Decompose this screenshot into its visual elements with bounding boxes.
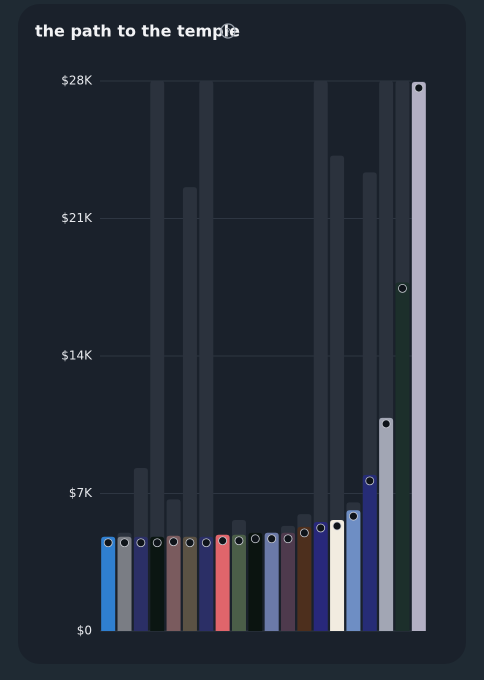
bar	[199, 536, 214, 631]
bar	[264, 532, 279, 631]
bar	[215, 534, 230, 631]
bar-icon	[332, 521, 342, 531]
help-icon[interactable]: ?	[220, 23, 236, 39]
y-tick-label: $14K	[61, 349, 93, 363]
y-tick-label: $0	[77, 624, 92, 638]
background-bar	[330, 155, 345, 631]
bar	[101, 536, 116, 631]
bar-icon	[267, 534, 277, 544]
bar-icon	[103, 538, 113, 548]
bar-icon	[185, 538, 195, 548]
bar-icon	[218, 536, 228, 546]
bar-icon	[201, 538, 211, 548]
background-bar	[199, 81, 214, 631]
chart-title: the path to the temple	[35, 22, 240, 41]
background-bar	[150, 81, 165, 631]
bar	[182, 536, 197, 631]
bar-icon	[169, 537, 178, 547]
bar	[379, 417, 394, 631]
bar-icon	[381, 419, 391, 429]
background-bar	[313, 81, 328, 631]
bar	[297, 526, 312, 631]
bar	[281, 532, 296, 631]
bar	[395, 282, 410, 631]
bar-icon	[414, 83, 424, 93]
bar-icon	[136, 538, 146, 548]
bar-icon	[152, 538, 162, 548]
bar	[330, 520, 345, 631]
bar	[248, 532, 263, 631]
bar-icon	[283, 534, 293, 544]
bar-icon	[299, 528, 309, 538]
bar	[133, 536, 148, 631]
y-tick-label: $28K	[61, 74, 93, 88]
card	[18, 4, 466, 664]
bar-icon	[316, 523, 326, 533]
bar	[346, 510, 361, 631]
bar-icon	[398, 283, 407, 293]
bar	[411, 81, 426, 632]
bar-icon	[250, 534, 260, 544]
bar	[231, 534, 246, 631]
bar-icon	[349, 511, 358, 521]
bar	[313, 521, 328, 631]
svg-text:?: ?	[225, 27, 230, 38]
background-bar	[182, 187, 197, 632]
bar-icon	[120, 538, 129, 548]
bar	[166, 535, 181, 631]
y-tick-label: $7K	[69, 486, 93, 500]
bar-icon	[234, 536, 244, 546]
bar	[150, 536, 165, 631]
bar	[362, 474, 377, 631]
bar-icon	[365, 476, 375, 486]
y-tick-label: $21K	[61, 211, 93, 225]
bar	[117, 536, 132, 631]
